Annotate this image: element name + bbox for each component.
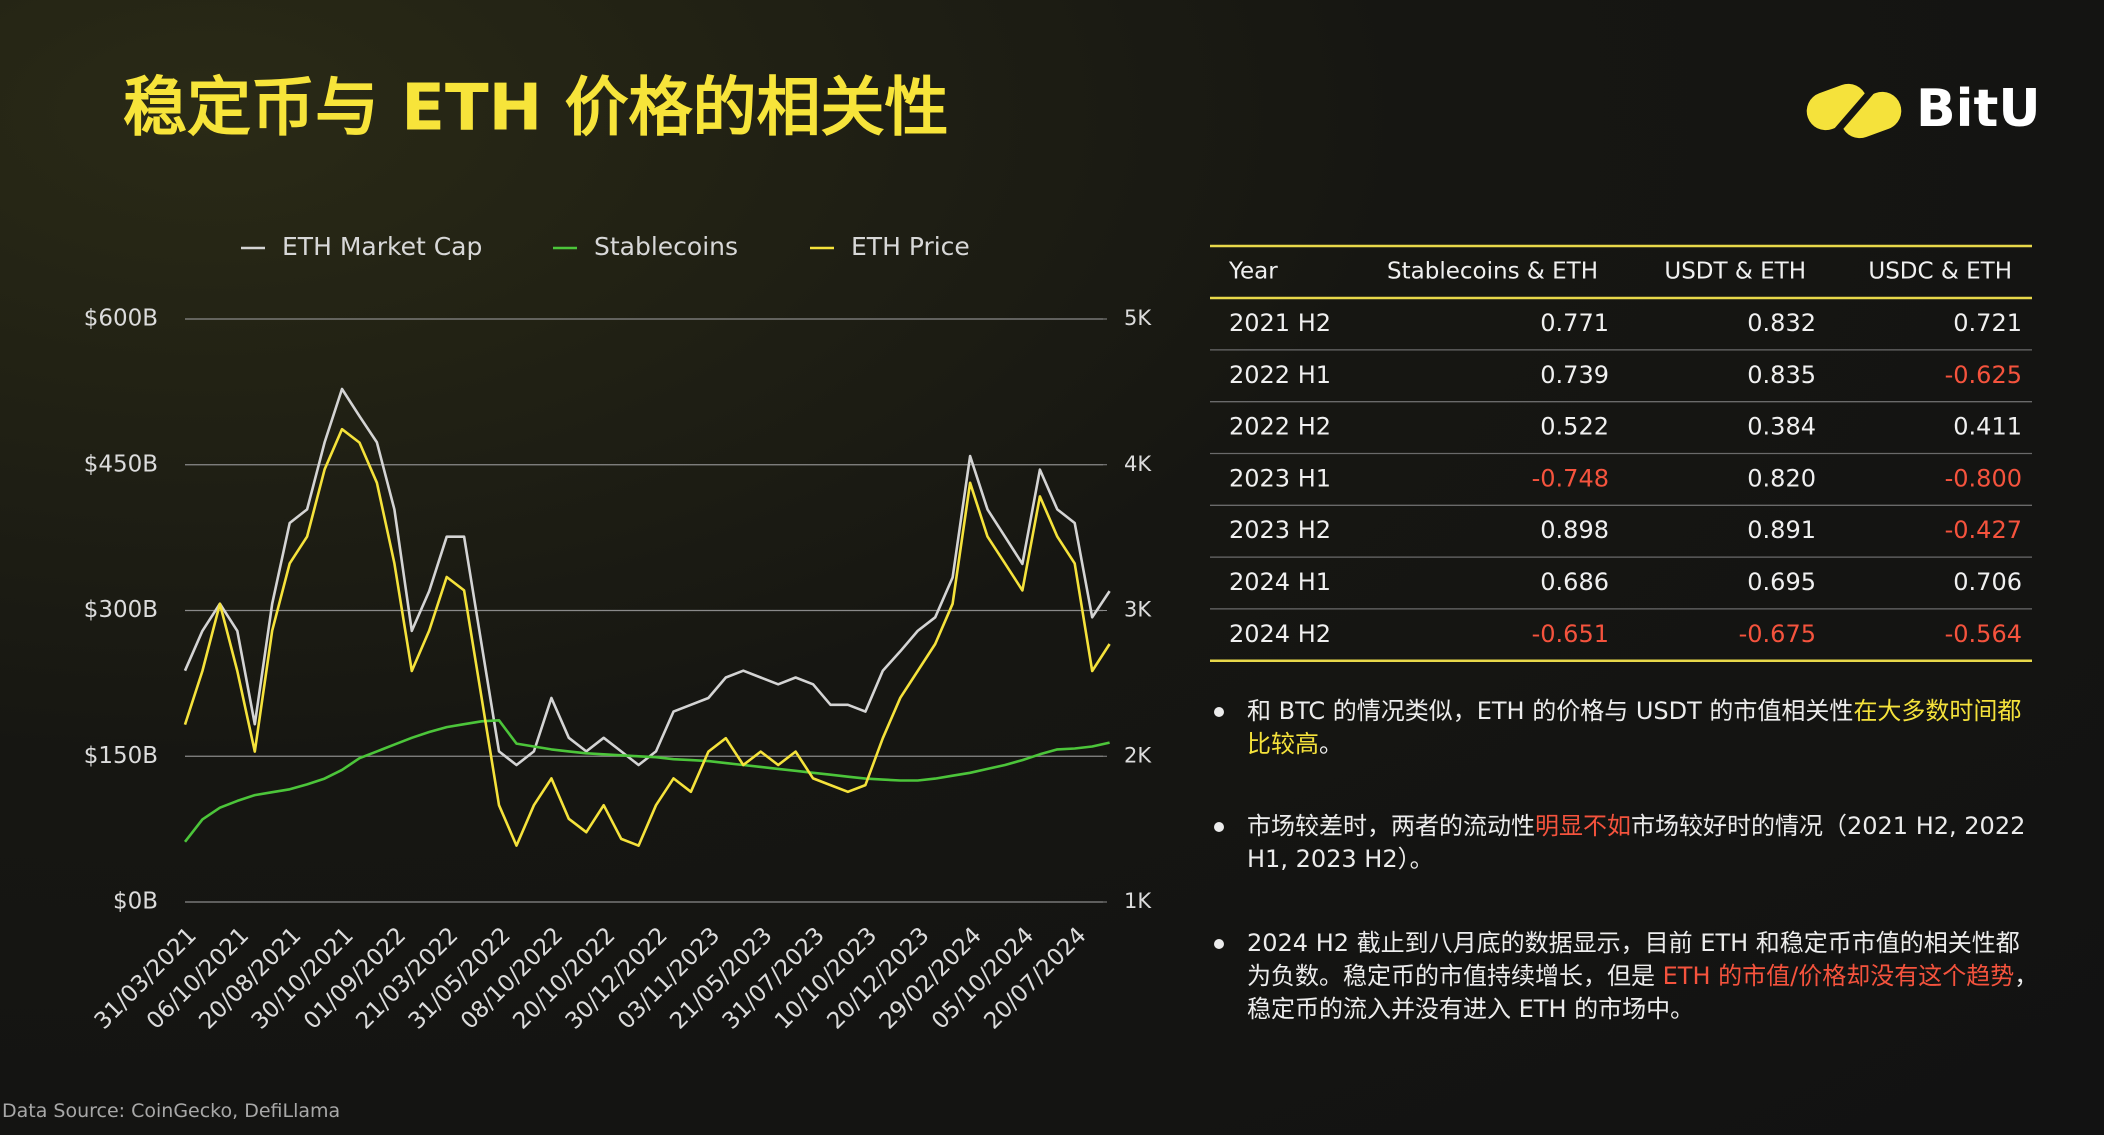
table-cell: -0.675 bbox=[1739, 620, 1816, 648]
table-cell: 0.832 bbox=[1747, 309, 1816, 337]
bullet: 和 BTC 的情况类似，ETH 的价格与 USDT 的市值相关性在大多数时间都比… bbox=[1210, 695, 2040, 761]
y2-tick-label: 4K bbox=[1124, 452, 1152, 476]
series-line bbox=[183, 387, 1111, 767]
table-cell: 0.721 bbox=[1953, 309, 2022, 337]
table-cell: 0.820 bbox=[1747, 464, 1816, 492]
bullet-text: 和 BTC 的情况类似，ETH 的价格与 USDT 的市值相关性在大多数时间都比… bbox=[1247, 695, 2040, 761]
table-cell: 0.835 bbox=[1747, 361, 1816, 389]
table-cell: 2021 H2 bbox=[1229, 309, 1331, 337]
table-cell: -0.800 bbox=[1945, 464, 2022, 492]
text: 2024 H2 截止到八月底的数据显示，目前 ETH 和稳定币市值的相关性都为负… bbox=[1247, 929, 2020, 990]
series-line bbox=[183, 427, 1111, 847]
table-cell: 0.686 bbox=[1540, 568, 1609, 596]
logo-icon bbox=[1806, 83, 1902, 139]
bullet: 市场较差时，两者的流动性明显不如市场较好时的情况（2021 H2, 2022 H… bbox=[1210, 810, 2040, 876]
table-cell: 0.891 bbox=[1747, 516, 1816, 544]
table-cell: 0.771 bbox=[1540, 309, 1609, 337]
text: 市场较差时，两者的流动性 bbox=[1247, 812, 1535, 840]
logo-text: BitU bbox=[1916, 79, 2041, 139]
legend-label: Stablecoins bbox=[594, 232, 738, 261]
table-cell: 2024 H2 bbox=[1229, 620, 1331, 648]
table-header: Stablecoins & ETH bbox=[1387, 259, 1598, 285]
y2-tick-label: 2K bbox=[1124, 743, 1152, 767]
table-cell: 2022 H2 bbox=[1229, 413, 1331, 441]
y2-tick-label: 5K bbox=[1124, 306, 1152, 330]
table-cell: -0.564 bbox=[1945, 620, 2022, 648]
logo-cut bbox=[1833, 85, 1877, 135]
bullet-dot bbox=[1214, 822, 1224, 832]
table-cell: 2023 H2 bbox=[1229, 516, 1331, 544]
table-cell: 2023 H1 bbox=[1229, 464, 1331, 492]
table-cell: 0.411 bbox=[1953, 413, 2022, 441]
table-cell: -0.651 bbox=[1532, 620, 1609, 648]
table-header: USDT & ETH bbox=[1664, 259, 1806, 285]
table-cell: 2022 H1 bbox=[1229, 361, 1331, 389]
text: 市场较好时的情况（2021 H2, 2022 H1, 2023 H2）。 bbox=[1247, 812, 2026, 873]
data-source: Data Source: CoinGecko, DefiLlama bbox=[2, 1100, 341, 1122]
highlight-text: 在大多数时间都比较高 bbox=[1247, 697, 2022, 758]
y-tick-label: $300B bbox=[84, 597, 158, 623]
table-cell: 0.706 bbox=[1953, 568, 2022, 596]
text: 。 bbox=[1319, 730, 1343, 758]
table-cell: 0.384 bbox=[1747, 413, 1816, 441]
table-cell: -0.625 bbox=[1945, 361, 2022, 389]
series-line bbox=[183, 719, 1110, 843]
highlight-text: ETH 的市值/价格却没有这个趋势 bbox=[1662, 962, 2015, 990]
table-cell: -0.748 bbox=[1532, 464, 1609, 492]
bullet-dot bbox=[1214, 707, 1224, 717]
table-cell: 0.522 bbox=[1540, 413, 1609, 441]
table-header: USDC & ETH bbox=[1868, 259, 2012, 285]
y2-tick-label: 1K bbox=[1124, 889, 1152, 913]
y-tick-label: $450B bbox=[84, 451, 158, 477]
table-cell: 0.739 bbox=[1540, 361, 1609, 389]
bullet-text: 市场较差时，两者的流动性明显不如市场较好时的情况（2021 H2, 2022 H… bbox=[1247, 810, 2040, 876]
table-cell: -0.427 bbox=[1945, 516, 2022, 544]
table-cell: 0.898 bbox=[1540, 516, 1609, 544]
y2-tick-label: 3K bbox=[1124, 598, 1152, 622]
table-cell: 2024 H1 bbox=[1229, 568, 1331, 596]
bullet-text: 2024 H2 截止到八月底的数据显示，目前 ETH 和稳定币市值的相关性都为负… bbox=[1247, 927, 2040, 1026]
bullet-dot bbox=[1214, 939, 1224, 949]
slide-title: 稳定币与 ETH 价格的相关性 bbox=[123, 72, 949, 146]
bullet: 2024 H2 截止到八月底的数据显示，目前 ETH 和稳定币市值的相关性都为负… bbox=[1210, 927, 2040, 1026]
table-cell: 0.695 bbox=[1747, 568, 1816, 596]
legend-label: ETH Price bbox=[851, 232, 970, 261]
table-header: Year bbox=[1228, 259, 1278, 285]
text: ，稳定币的流入并没有进入 ETH 的市场中。 bbox=[1247, 962, 2039, 1023]
y-tick-label: $0B bbox=[113, 889, 158, 915]
highlight-text: 明显不如 bbox=[1535, 812, 1631, 840]
text: 和 BTC 的情况类似，ETH 的价格与 USDT 的市值相关性 bbox=[1247, 697, 1854, 725]
y-tick-label: $600B bbox=[84, 306, 158, 332]
y-tick-label: $150B bbox=[84, 743, 158, 769]
logo-shape bbox=[1840, 91, 1902, 139]
legend-label: ETH Market Cap bbox=[282, 232, 482, 261]
